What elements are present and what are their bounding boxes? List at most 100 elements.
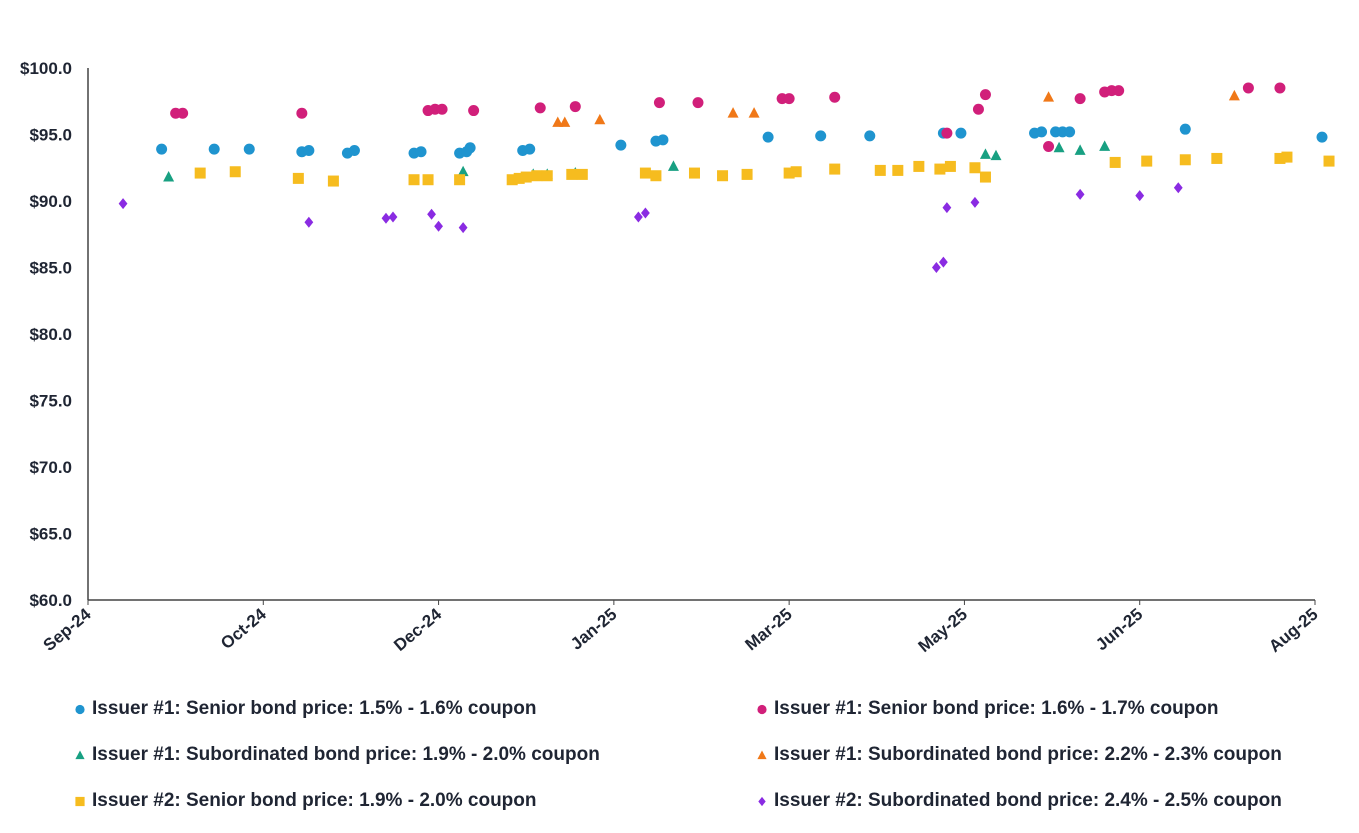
data-point: [531, 170, 543, 182]
data-point: [748, 107, 760, 118]
data-point: [576, 168, 588, 180]
data-point: [944, 160, 956, 172]
data-point: [1173, 182, 1183, 194]
data-point: [1075, 188, 1085, 200]
data-point: [229, 166, 241, 178]
data-point: [1228, 89, 1240, 101]
data-point: [990, 149, 1002, 161]
data-point: [243, 143, 255, 155]
triangle-marker-icon: [757, 750, 767, 760]
y-tick-label: $90.0: [29, 192, 72, 211]
data-point: [464, 142, 476, 154]
data-point: [829, 163, 841, 175]
data-point: [534, 102, 546, 114]
data-point: [427, 208, 436, 220]
data-point: [434, 220, 443, 232]
data-point: [639, 167, 651, 179]
legend-label: Issuer #1: Subordinated bond price: 2.2%…: [774, 744, 1282, 765]
data-point: [741, 168, 753, 180]
data-point: [506, 174, 518, 186]
data-point: [1099, 140, 1111, 151]
data-point: [1109, 156, 1121, 168]
data-point: [1323, 155, 1335, 167]
data-point: [569, 101, 581, 113]
data-point: [979, 89, 991, 101]
legend-item: Issuer #2: Subordinated bond price: 2.4%…: [756, 790, 1282, 812]
data-point: [1274, 82, 1286, 94]
data-point: [1274, 152, 1286, 164]
data-point: [1036, 126, 1048, 138]
y-tick-label: $70.0: [29, 458, 72, 477]
data-point: [892, 164, 904, 176]
legend-label: Issuer #2: Subordinated bond price: 2.4%…: [774, 790, 1282, 811]
data-points: [118, 82, 1335, 273]
data-point: [874, 164, 886, 176]
series-4: [552, 89, 1240, 127]
legend-item: Issuer #1: Subordinated bond price: 1.9%…: [74, 744, 600, 766]
data-point: [566, 168, 578, 180]
y-tick-label: $85.0: [29, 259, 72, 278]
data-point: [1135, 190, 1145, 202]
data-point: [304, 216, 314, 228]
x-axis-tick-labels: Sep-24 Oct-24 Dec-24 Jan-25 Mar-25 May-25 Jun-…: [40, 600, 1322, 656]
data-point: [970, 196, 980, 208]
data-point: [194, 167, 206, 179]
circle-marker-icon: [757, 704, 767, 715]
data-point: [348, 144, 360, 156]
data-point: [296, 107, 308, 119]
legend-item: Issuer #1: Subordinated bond price: 2.2%…: [756, 744, 1282, 766]
data-point: [913, 160, 925, 172]
y-tick-label: $95.0: [29, 126, 72, 145]
data-point: [208, 143, 220, 155]
data-point: [783, 167, 795, 179]
data-point: [615, 139, 627, 151]
series-5: [194, 151, 1335, 187]
data-point: [1043, 91, 1055, 102]
legend-item: Issuer #1: Senior bond price: 1.5% - 1.6…: [74, 698, 537, 720]
data-point: [552, 116, 564, 127]
y-tick-label: $100.0: [20, 59, 72, 78]
data-point: [653, 97, 665, 109]
data-point: [454, 174, 466, 186]
data-point: [541, 170, 553, 182]
data-point: [1316, 131, 1328, 143]
data-point: [667, 160, 679, 171]
data-point: [1141, 155, 1153, 167]
legend-label: Issuer #1: Subordinated bond price: 1.9%…: [92, 744, 600, 765]
data-point: [422, 174, 434, 186]
data-point: [118, 198, 128, 210]
legend-label: Issuer #2: Senior bond price: 1.9% - 2.0…: [92, 790, 537, 811]
data-point: [934, 163, 946, 175]
series-1: [156, 123, 1328, 159]
data-point: [327, 175, 339, 187]
data-point: [415, 146, 427, 158]
series-2: [170, 82, 1286, 152]
data-point: [641, 207, 650, 219]
data-point: [688, 167, 700, 179]
data-point: [163, 171, 175, 182]
data-point: [468, 105, 480, 117]
y-tick-label: $60.0: [29, 591, 72, 610]
x-tick-label: Aug-25: [1265, 605, 1321, 657]
legend-label: Issuer #1: Senior bond price: 1.6% - 1.7…: [774, 698, 1219, 719]
data-point: [969, 162, 981, 174]
x-tick-label: Mar-25: [742, 605, 796, 655]
data-point: [1074, 144, 1086, 155]
data-point: [692, 97, 704, 109]
data-point: [979, 171, 991, 183]
data-point: [303, 144, 315, 156]
circle-marker-icon: [75, 704, 85, 715]
data-point: [815, 130, 827, 142]
data-point: [457, 165, 469, 177]
data-point: [972, 103, 984, 115]
data-point: [1242, 82, 1254, 94]
data-point: [783, 93, 795, 105]
data-point: [979, 148, 991, 159]
triangle-marker-icon: [75, 750, 85, 760]
y-tick-label: $75.0: [29, 392, 72, 411]
legend-item: Issuer #2: Senior bond price: 1.9% - 2.0…: [74, 790, 537, 812]
data-point: [177, 107, 189, 119]
data-point: [156, 143, 168, 155]
x-tick-label: Jun-25: [1092, 605, 1146, 655]
data-point: [292, 172, 304, 184]
